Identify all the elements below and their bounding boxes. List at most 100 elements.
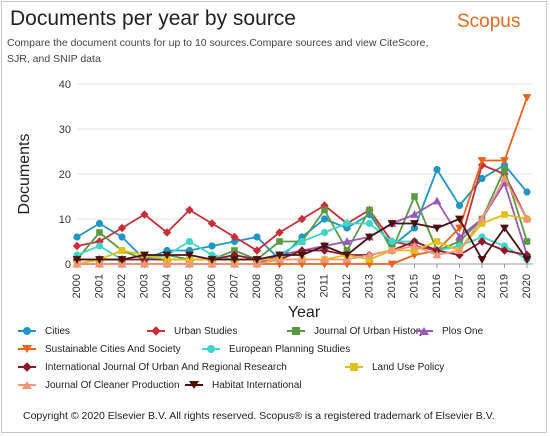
data-point — [455, 215, 464, 224]
data-point — [432, 196, 442, 205]
data-point — [320, 201, 329, 210]
data-point — [455, 232, 464, 241]
data-point — [95, 256, 104, 264]
data-point — [342, 237, 352, 245]
data-point — [500, 246, 509, 255]
data-point — [432, 246, 442, 255]
data-point — [73, 233, 81, 241]
x-tick-label: 2010 — [296, 274, 308, 298]
y-tick-label: 30 — [59, 124, 71, 136]
data-point — [162, 251, 172, 260]
x-tick-label: 2002 — [116, 274, 128, 298]
x-tick-label: 2015 — [409, 274, 421, 298]
data-point — [140, 251, 149, 260]
x-tick-label: 2007 — [229, 274, 241, 298]
x-tick-label: 2019 — [499, 274, 511, 298]
data-point — [140, 210, 149, 219]
data-point — [432, 250, 442, 259]
x-tick-label: 2017 — [454, 274, 466, 298]
x-tick-label: 2016 — [431, 274, 443, 298]
y-tick-label: 20 — [59, 169, 71, 181]
data-point — [298, 237, 306, 246]
data-point — [320, 255, 329, 263]
data-point — [207, 256, 217, 264]
data-point — [410, 241, 419, 250]
data-point — [500, 178, 509, 187]
x-tick-label: 2006 — [206, 274, 218, 298]
y-tick-label: 0 — [65, 259, 71, 271]
scopus-logo[interactable]: Scopus — [457, 11, 521, 32]
data-point — [478, 233, 486, 241]
data-point — [230, 237, 239, 246]
data-point — [185, 251, 194, 260]
data-point — [297, 214, 307, 224]
x-tick-label: 2020 — [521, 274, 533, 298]
x-tick-label: 2000 — [71, 274, 83, 298]
data-point — [522, 94, 532, 102]
y-axis-label: Documents — [16, 134, 33, 215]
data-point — [388, 237, 396, 246]
data-point — [411, 193, 418, 200]
data-point — [95, 219, 104, 228]
data-point — [366, 206, 373, 214]
data-point — [95, 242, 104, 250]
x-tick-label: 2011 — [319, 274, 331, 298]
data-point — [477, 214, 487, 223]
x-tick-label: 2008 — [251, 274, 263, 298]
data-point — [275, 228, 284, 237]
data-point — [230, 256, 239, 264]
data-point — [500, 157, 509, 165]
data-point — [163, 256, 171, 263]
data-point — [342, 251, 352, 260]
x-tick-label: 2003 — [139, 274, 151, 298]
data-point — [455, 246, 464, 254]
data-point — [321, 206, 328, 214]
copyright-notice: Copyright © 2020 Elsevier B.V. All right… — [23, 410, 495, 422]
data-point — [297, 246, 307, 255]
data-point — [410, 220, 419, 228]
data-point — [387, 220, 397, 228]
data-point — [433, 165, 441, 174]
data-point — [118, 247, 126, 254]
data-point — [208, 242, 216, 250]
data-point — [185, 237, 194, 246]
data-point — [455, 201, 464, 210]
data-point — [432, 224, 442, 233]
data-point — [230, 232, 239, 242]
chart-subtitle: Compare the document counts for up to 10… — [7, 37, 429, 65]
x-tick-label: 2004 — [161, 274, 173, 298]
data-point — [72, 256, 82, 264]
data-point — [387, 246, 397, 254]
data-point — [207, 219, 217, 228]
data-point — [162, 228, 172, 237]
data-point — [185, 259, 194, 268]
data-point — [500, 224, 509, 233]
x-tick-label: 2009 — [274, 274, 286, 298]
data-point — [478, 220, 486, 227]
data-point — [320, 228, 329, 237]
data-point — [455, 224, 464, 233]
x-axis-label: Year — [288, 304, 321, 321]
x-tick-label: 2005 — [184, 274, 196, 298]
data-point — [231, 247, 238, 254]
data-point — [477, 256, 487, 264]
data-point — [96, 229, 103, 236]
page-title: Documents per year by source — [10, 7, 296, 30]
data-point — [500, 169, 509, 179]
data-point — [185, 205, 194, 215]
data-point — [320, 246, 329, 255]
data-point — [411, 247, 418, 254]
data-point — [522, 214, 532, 223]
x-tick-label: 2012 — [341, 274, 353, 298]
data-point — [252, 256, 262, 264]
data-point — [501, 211, 508, 218]
data-point — [72, 241, 82, 251]
data-point — [365, 250, 374, 259]
x-tick-label: 2018 — [476, 274, 488, 298]
data-point — [118, 233, 126, 241]
data-point — [252, 246, 262, 255]
data-point — [366, 256, 373, 263]
data-point — [433, 238, 441, 245]
x-tick-label: 2001 — [94, 274, 106, 298]
